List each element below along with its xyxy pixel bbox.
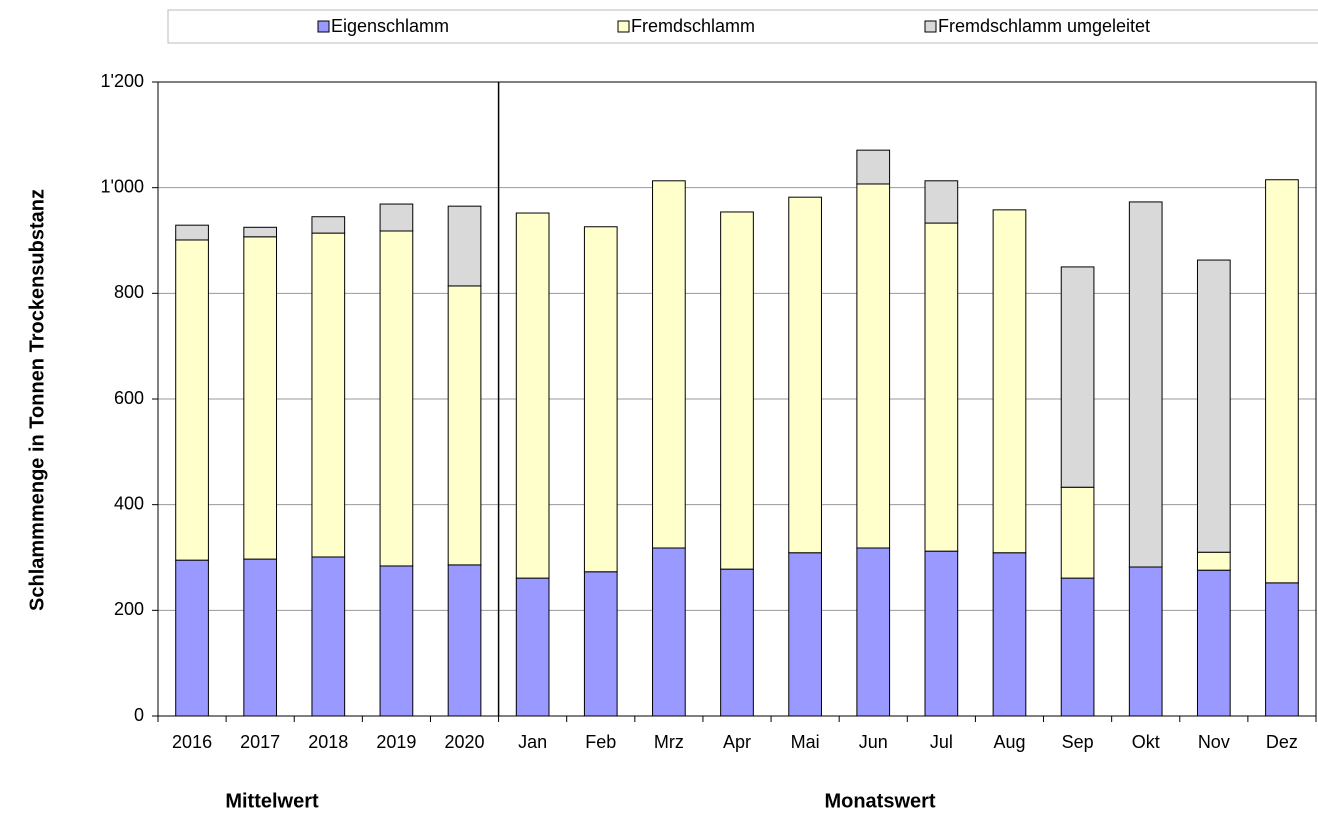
group-label: Monatswert [824,790,935,812]
x-tick-label: Jun [859,732,888,752]
bar-segment [856,547,891,717]
x-tick-label: Jul [930,732,953,752]
legend-label: Fremdschlamm umgeleitet [938,16,1150,36]
y-tick-label: 600 [114,388,144,408]
bar-segment [243,236,278,560]
bar-segment [175,559,209,717]
bar-segment [311,232,346,558]
bar-segment [379,203,414,232]
x-tick-label: Nov [1198,732,1230,752]
x-tick-label: Jan [518,732,547,752]
x-tick-label: 2016 [172,732,212,752]
x-tick-label: 2019 [376,732,416,752]
y-tick-label: 0 [134,705,144,725]
x-tick-label: 2017 [240,732,280,752]
bar-segment [175,239,209,561]
bar-segment [447,285,482,566]
bar-segment [311,216,346,234]
legend-label: Eigenschlamm [331,16,449,36]
y-tick-label: 200 [114,599,144,619]
legend-swatch [317,20,330,33]
bar-segment [1128,201,1163,568]
bar-segment [515,577,550,717]
bar-segment [1196,569,1231,717]
bar-segment [992,552,1027,717]
bar-segment [788,552,822,717]
bar-segment [924,222,959,552]
bar-segment [652,547,686,717]
x-tick-label: 2020 [445,732,485,752]
bar-segment [924,550,959,717]
legend-label: Fremdschlamm [631,16,755,36]
y-tick-label: 1'000 [101,176,144,196]
x-tick-label: Aug [993,732,1025,752]
bar-segment [583,571,618,717]
bar-segment [379,230,414,567]
y-tick-label: 800 [114,282,144,302]
bar-segment [856,183,891,549]
bar-segment [652,180,686,549]
y-axis-label: Schlammmenge in Tonnen Trockensubstanz [26,189,48,611]
bar-segment [992,209,1027,554]
bar-segment [720,568,754,717]
bar-segment [243,226,278,238]
legend-swatch [924,20,937,33]
bar-segment [243,558,278,717]
legend-swatch [617,20,630,33]
x-tick-label: Mai [791,732,820,752]
bar-segment [1265,179,1299,584]
bar-segment [1060,577,1095,717]
legend-box [167,9,1318,44]
bar-segment [311,556,346,717]
bar-segment [1060,266,1095,488]
x-tick-label: Sep [1062,732,1094,752]
x-tick-label: 2018 [308,732,348,752]
x-tick-label: Dez [1266,732,1298,752]
bar-segment [1060,486,1095,579]
bar-segment [583,226,618,573]
x-tick-label: Feb [585,732,616,752]
bar-segment [447,564,482,717]
bar-segment [1196,551,1231,571]
x-tick-label: Apr [723,732,751,752]
bar-segment [379,565,414,717]
bar-segment [1128,566,1163,717]
bar-segment [924,180,959,224]
x-tick-label: Okt [1132,732,1160,752]
bar-segment [447,205,482,287]
bar-segment [515,212,550,579]
bar-segment [720,211,754,570]
bar-segment [856,149,891,185]
group-label: Mittelwert [225,790,319,812]
y-tick-label: 400 [114,493,144,513]
bar-segment [1265,582,1299,717]
x-tick-label: Mrz [654,732,684,752]
bar-segment [1196,259,1231,553]
bar-segment [175,224,209,241]
y-tick-label: 1'200 [101,71,144,91]
bar-segment [788,196,822,554]
